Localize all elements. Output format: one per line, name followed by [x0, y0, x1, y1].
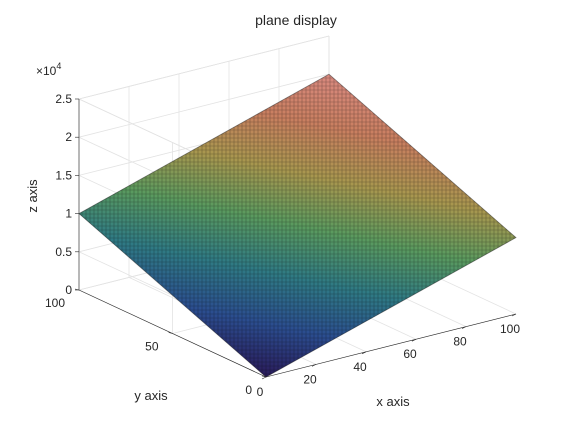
y-tick-mark [261, 375, 267, 378]
plane-surface [78, 73, 517, 378]
x-tick-mark [261, 376, 267, 380]
z-exponent-power: 4 [56, 61, 61, 71]
x-tick-mark [361, 351, 367, 355]
x-tick-label: 60 [403, 347, 417, 361]
x-axis-label: x axis [376, 394, 410, 409]
z-tick-label: 0.5 [55, 245, 72, 259]
z-tick-label: 2 [65, 130, 72, 144]
x-tick-label: 80 [453, 335, 467, 349]
z-axis-label: z axis [25, 179, 40, 213]
x-tick-label: 100 [500, 322, 520, 336]
x-axis-line [265, 313, 517, 378]
z-exponent-base: ×10 [36, 64, 57, 78]
z-exponent-label: ×104 [36, 61, 61, 78]
y-tick-mark [168, 332, 173, 334]
y-tick-label: 50 [145, 340, 159, 354]
z-tick-label: 1.5 [55, 168, 72, 182]
surface-mesh [79, 74, 516, 377]
chart-title: plane display [255, 12, 337, 28]
z-tick-label: 2.5 [55, 92, 72, 106]
x-tick-label: 40 [353, 360, 367, 374]
grid-line [78, 35, 330, 100]
surface-outline [78, 73, 517, 378]
grid-line [78, 73, 330, 138]
y-tick-label: 0 [245, 383, 252, 397]
z-tick-label: 0 [65, 283, 72, 297]
z-tick-label: 1 [65, 207, 72, 221]
y-tick-label: 100 [45, 296, 65, 310]
x-tick-mark [461, 326, 467, 329]
x-tick-mark [311, 364, 317, 367]
y-axis-label: y axis [134, 388, 168, 403]
x-tick-mark [511, 313, 517, 317]
x-tick-label: 0 [257, 385, 264, 399]
x-tick-mark [411, 338, 417, 342]
x-tick-label: 20 [303, 372, 317, 386]
